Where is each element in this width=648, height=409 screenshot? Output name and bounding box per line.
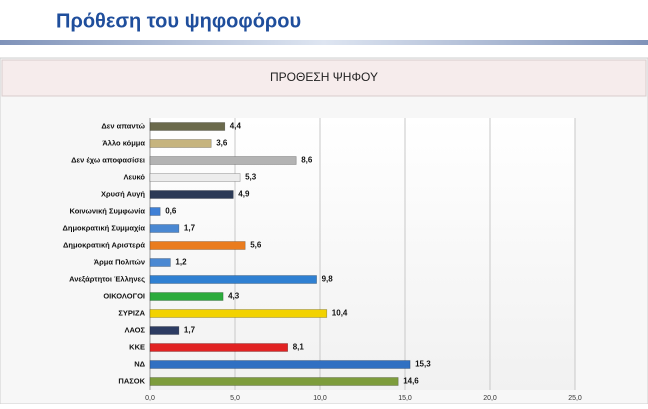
value-label: 5,6 [250,241,262,250]
value-label: 1,7 [184,224,196,233]
category-label: Άλλο κόμμα [102,138,145,147]
bar [149,326,180,335]
x-tick-label: 15,0 [398,395,412,402]
header-stripe [0,40,648,45]
chart-title: ΠΡΟΘΕΣΗ ΨΗΦΟΥ [270,70,378,84]
category-label: Λευκό [124,172,146,181]
x-tick-label: 5,0 [230,395,240,402]
value-label: 4,9 [238,190,250,199]
bar [149,241,246,250]
category-label: Ανεξάρτητοι Έλληνες [69,274,145,283]
value-label: 4,4 [230,122,242,131]
category-label: Χρυσή Αυγή [101,189,145,198]
bar [149,292,224,301]
category-label: Άρμα Πολιτών [94,257,145,266]
value-label: 1,2 [175,258,187,267]
category-label: Δεν έχω αποφασίσει [71,155,145,164]
value-label: 5,3 [245,173,257,182]
category-label: Κοινωνική Συμφωνία [69,206,145,215]
value-label: 8,1 [293,343,305,352]
bar [149,156,297,165]
bar [149,173,241,182]
value-label: 3,6 [216,139,228,148]
bar [149,309,328,318]
x-tick-label: 0,0 [145,395,155,402]
category-label: ΚΚΕ [129,342,145,351]
category-label: ΣΥΡΙΖΑ [118,308,145,317]
bar [149,360,411,369]
bar [149,122,226,131]
bar [149,343,288,352]
bar [149,224,180,233]
category-label: ΛΑΟΣ [124,325,145,334]
value-label: 15,3 [415,360,431,369]
category-label: Δημοκρατική Αριστερά [63,240,145,249]
x-tick-label: 25,0 [568,395,582,402]
bar [149,207,161,216]
value-label: 4,3 [228,292,240,301]
category-label: Δεν απαντώ [101,121,145,130]
value-label: 1,7 [184,326,196,335]
bar [149,139,212,148]
bar [149,377,399,386]
plot: 0,0 5,0 10,0 15,0 20,0 25,0 Δεν απαντώ 4,4 Άλλο … [62,118,582,402]
category-label: Δημοκρατική Συμμαχία [62,223,145,232]
chart-title-band [1,59,647,97]
bar [149,275,317,284]
x-tick-label: 20,0 [483,395,497,402]
x-tick-label: 10,0 [313,395,327,402]
category-label: ΝΔ [134,359,145,368]
bar [149,258,171,267]
bar [149,190,234,199]
category-label: ΠΑΣΟΚ [118,376,145,385]
category-label: ΟΙΚΟΛΟΓΟΙ [103,291,145,300]
slide-title: Πρόθεση του ψηφοφόρου [56,10,301,32]
value-label: 14,6 [403,377,419,386]
value-label: 8,6 [301,156,313,165]
value-label: 9,8 [322,275,334,284]
value-label: 10,4 [332,309,348,318]
value-label: 0,6 [165,207,177,216]
